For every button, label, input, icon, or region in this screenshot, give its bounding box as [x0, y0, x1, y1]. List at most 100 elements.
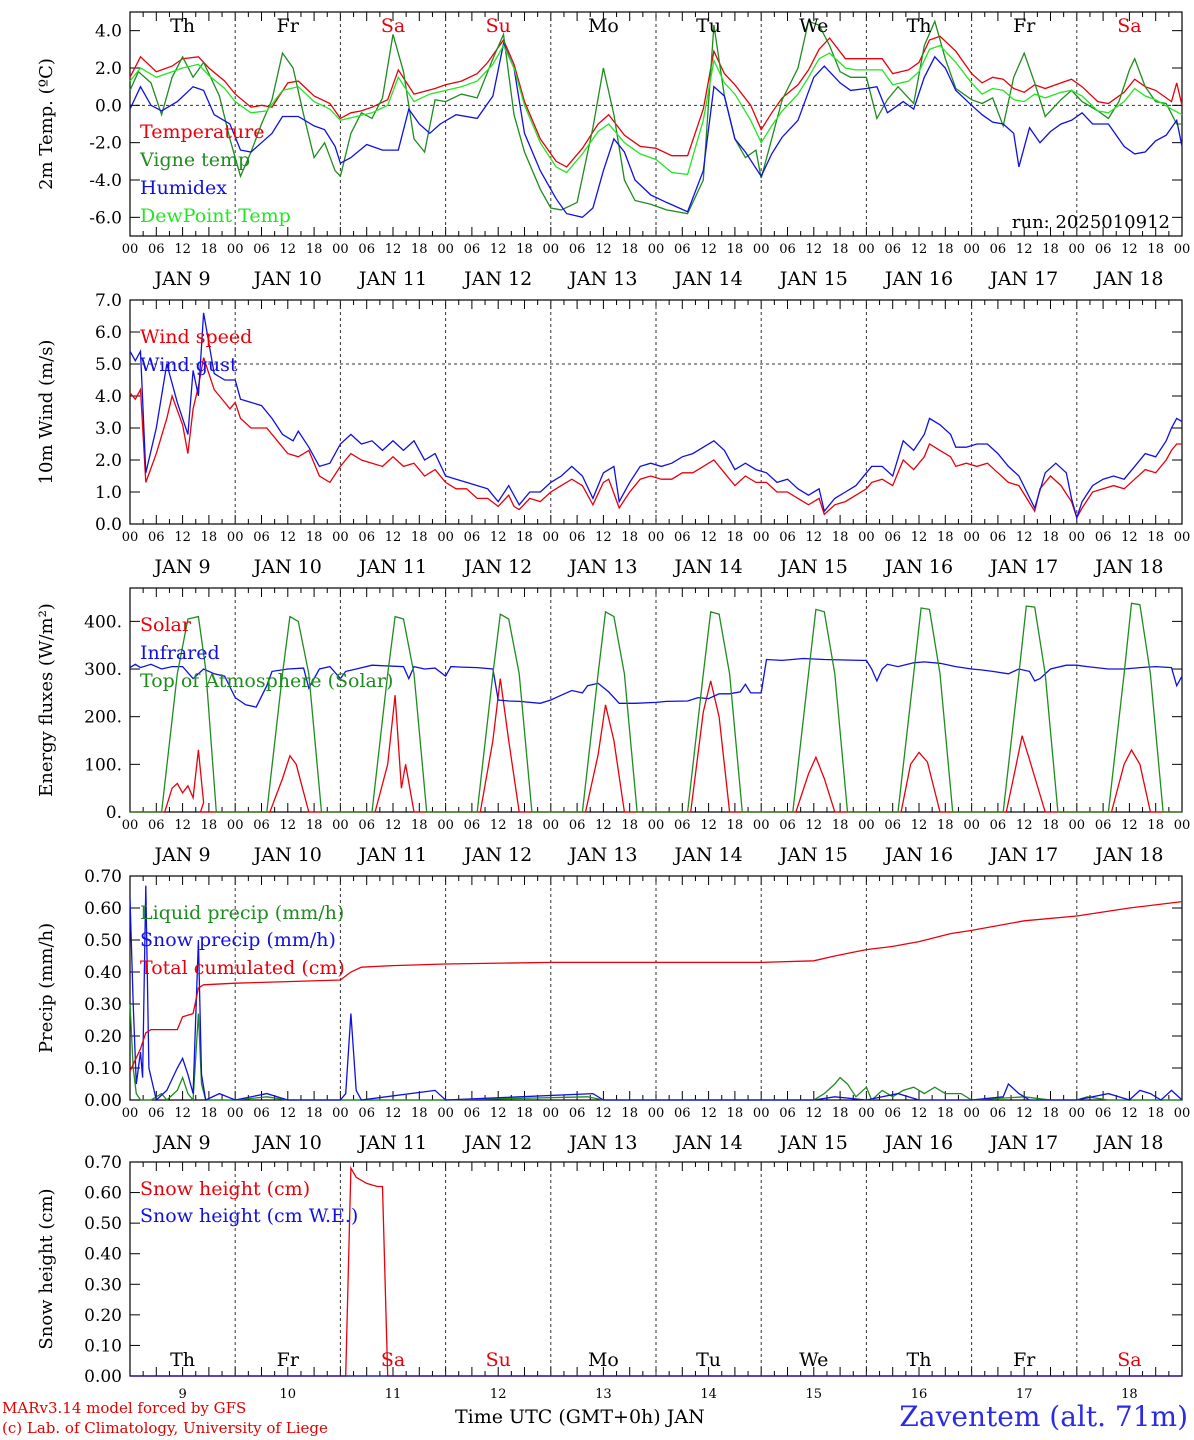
- hour-label: 12: [595, 1106, 612, 1121]
- series-line-wind-gust: [129, 312, 1183, 520]
- panel-5: [129, 1161, 1183, 1377]
- series-line-total-cumulated-cm-: [129, 900, 1183, 1072]
- y-tick-label: 0.20: [84, 1306, 122, 1326]
- y-tick-label: 4.0: [95, 22, 122, 42]
- hour-label: 06: [148, 818, 165, 833]
- date-label: JAN 17: [988, 556, 1058, 578]
- hour-label: 00: [963, 1106, 980, 1121]
- date-label: JAN 9: [153, 268, 211, 290]
- legend-entry: Liquid precip (mm/h): [140, 902, 344, 924]
- date-label: JAN 14: [673, 268, 743, 290]
- hour-label: 12: [595, 530, 612, 545]
- hour-label: 12: [490, 1106, 507, 1121]
- series-line-humidex: [129, 41, 1183, 219]
- hour-label: 12: [1121, 1106, 1138, 1121]
- hour-label: 06: [569, 818, 586, 833]
- hour-label: 00: [437, 1106, 454, 1121]
- hour-label: 12: [1016, 530, 1033, 545]
- hour-label: 12: [911, 818, 928, 833]
- hour-label: 18: [1042, 242, 1059, 257]
- hour-label: 06: [990, 530, 1007, 545]
- weekday-label-top: Th: [907, 15, 932, 37]
- hour-label: 06: [148, 530, 165, 545]
- hour-label: 00: [1069, 818, 1086, 833]
- hour-label: 18: [832, 242, 849, 257]
- hour-label: 00: [122, 530, 139, 545]
- y-tick-label: 2.0: [95, 59, 122, 79]
- hour-label: 00: [1174, 1106, 1191, 1121]
- hour-label: 00: [858, 1106, 875, 1121]
- hour-label: 00: [753, 530, 770, 545]
- y-tick-label: 0.60: [84, 899, 122, 919]
- date-label: JAN 18: [1093, 268, 1163, 290]
- weekday-label-top: Fr: [1013, 15, 1036, 37]
- y-tick-label: 4.0: [95, 387, 122, 407]
- day-number-label: 18: [1121, 1387, 1138, 1402]
- day-number-label: 11: [385, 1387, 402, 1402]
- weekday-label-bottom: Fr: [277, 1349, 300, 1371]
- date-label: JAN 10: [252, 1132, 322, 1154]
- legend-entry: Infrared: [140, 642, 220, 664]
- date-label: JAN 16: [883, 1132, 953, 1154]
- hour-label: 12: [1016, 1106, 1033, 1121]
- y-tick-label: 0.70: [84, 867, 122, 887]
- hour-label: 12: [806, 530, 823, 545]
- legend-entry: Humidex: [140, 177, 227, 199]
- y-axis-label: 2m Temp. (ºC): [36, 58, 57, 190]
- hour-label: 12: [595, 242, 612, 257]
- panel-frame: [129, 299, 1183, 525]
- date-label: JAN 17: [988, 268, 1058, 290]
- date-label: JAN 12: [462, 1132, 532, 1154]
- weekday-label-top: Sa: [381, 15, 405, 37]
- hour-label: 00: [648, 242, 665, 257]
- hour-label: 00: [858, 242, 875, 257]
- hour-label: 12: [174, 242, 191, 257]
- y-tick-label: 0.40: [84, 1245, 122, 1265]
- hour-label: 00: [437, 242, 454, 257]
- legend-entry: Wind speed: [140, 326, 252, 348]
- hour-label: 00: [963, 530, 980, 545]
- hour-label: 06: [779, 242, 796, 257]
- hour-label: 06: [358, 1106, 375, 1121]
- day-number-label: 12: [490, 1387, 507, 1402]
- hour-label: 18: [937, 530, 954, 545]
- y-tick-label: 0.30: [84, 995, 122, 1015]
- y-axis-label: 10m Wind (m/s): [36, 340, 57, 485]
- day-number-label: 14: [700, 1387, 717, 1402]
- date-label: JAN 11: [357, 268, 427, 290]
- hour-label: 12: [1016, 818, 1033, 833]
- hour-label: 06: [569, 1106, 586, 1121]
- hour-label: 06: [674, 818, 691, 833]
- legend-entry: Total cumulated (cm): [140, 957, 345, 979]
- hour-label: 18: [832, 1106, 849, 1121]
- hour-label: 06: [884, 818, 901, 833]
- hour-label: 06: [674, 1106, 691, 1121]
- hour-label: 06: [990, 818, 1007, 833]
- hour-label: 00: [543, 242, 560, 257]
- hour-label: 06: [464, 818, 481, 833]
- hour-label: 06: [358, 818, 375, 833]
- hour-label: 18: [621, 818, 638, 833]
- weekday-label-bottom: Th: [170, 1349, 195, 1371]
- date-label: JAN 11: [357, 1132, 427, 1154]
- hour-label: 18: [1042, 1106, 1059, 1121]
- hour-label: 06: [358, 530, 375, 545]
- weekday-label-bottom: Su: [486, 1349, 511, 1371]
- hour-label: 00: [227, 1106, 244, 1121]
- date-label: JAN 11: [357, 556, 427, 578]
- hour-label: 12: [1121, 530, 1138, 545]
- hour-label: 00: [1069, 530, 1086, 545]
- date-label: JAN 10: [252, 844, 322, 866]
- hour-label: 12: [280, 530, 297, 545]
- hour-label: 18: [937, 242, 954, 257]
- hour-label: 12: [490, 530, 507, 545]
- date-label: JAN 14: [673, 1132, 743, 1154]
- y-tick-label: 0.10: [84, 1059, 122, 1079]
- hour-label: 18: [1042, 530, 1059, 545]
- hour-label: 06: [884, 242, 901, 257]
- weekday-label-top: Mo: [588, 15, 619, 37]
- date-label: JAN 15: [778, 1132, 848, 1154]
- hour-label: 00: [963, 242, 980, 257]
- weekday-label-bottom: Mo: [588, 1349, 619, 1371]
- hour-label: 12: [174, 1106, 191, 1121]
